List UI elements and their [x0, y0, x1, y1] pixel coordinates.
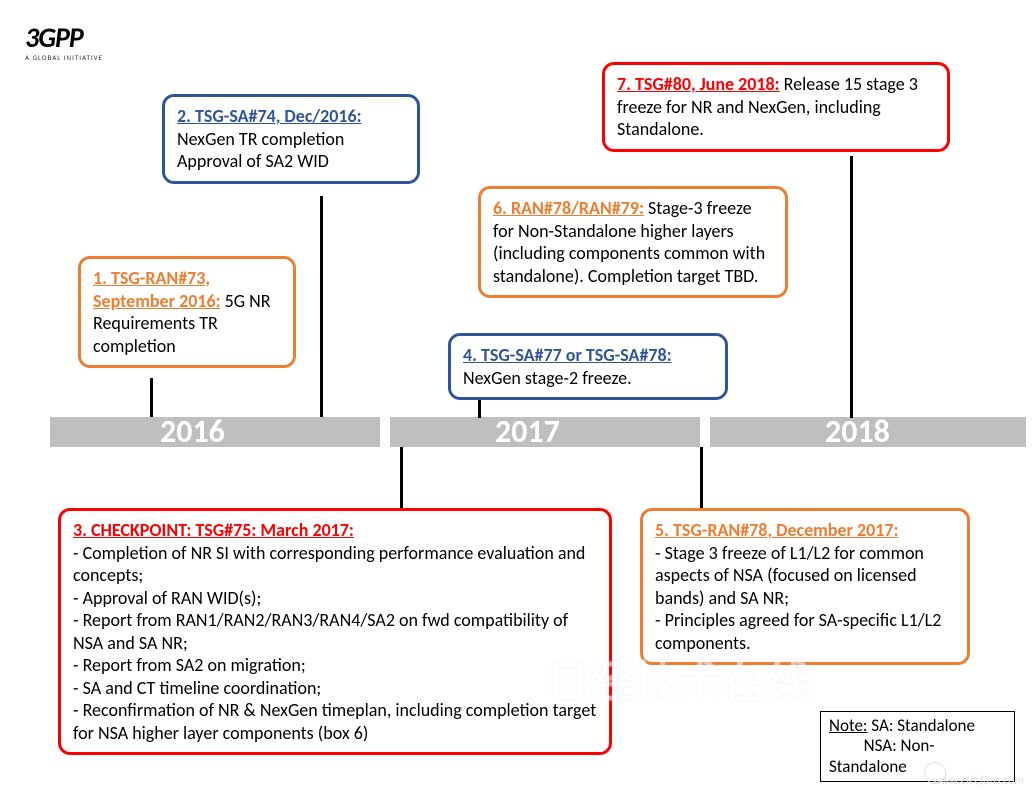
callout-body-line: - SA and CT timeline coordination; — [73, 677, 321, 699]
callout-body-line: - Completion of NR SI with corresponding… — [73, 542, 585, 587]
callout-b6: 6. RAN#78/RAN#79: Stage-3 freeze for Non… — [478, 186, 788, 298]
callout-body: NexGen stage-2 freeze. — [463, 367, 632, 389]
callout-title: 5. TSG-RAN#78, December 2017: — [655, 519, 898, 541]
callout-body-line: - Approval of RAN WID(s); — [73, 587, 261, 609]
connector — [850, 156, 853, 418]
year-label: 2017 — [495, 417, 560, 447]
note-line1: SA: Standalone — [867, 715, 974, 736]
connector — [478, 400, 481, 418]
note-box: Note: SA: Standalone NSA: Non-Standalone — [820, 711, 1015, 782]
logo-sub-text: A GLOBAL INITIATIVE — [25, 53, 115, 62]
year-label: 2016 — [160, 417, 225, 447]
callout-body-line: - Principles agreed for SA-specific L1/L… — [655, 609, 941, 654]
callout-title: 6. RAN#78/RAN#79: — [493, 197, 644, 219]
connector — [320, 196, 323, 417]
callout-body-line: - Stage 3 freeze of L1/L2 for common asp… — [655, 542, 924, 609]
callout-title: 3. CHECKPOINT: TSG#75: March 2017: — [73, 519, 354, 541]
callout-body: NexGen TR completion Approval of SA2 WID — [177, 128, 344, 173]
callout-body-line: - Reconfirmation of NR & NexGen timeplan… — [73, 699, 596, 744]
logo: 3GPP A GLOBAL INITIATIVE — [25, 20, 115, 62]
connector — [700, 447, 703, 509]
corner-url: www.elecfans.com — [932, 774, 1024, 788]
connector — [400, 447, 403, 509]
callout-title: 4. TSG-SA#77 or TSG-SA#78: — [463, 344, 672, 366]
callout-title: 2. TSG-SA#74, Dec/2016: — [177, 105, 362, 127]
connector — [150, 378, 153, 417]
callout-b7: 7. TSG#80, June 2018: Release 15 stage 3… — [602, 62, 950, 152]
callout-title: 1. TSG-RAN#73, September 2016: — [93, 267, 221, 312]
callout-b4: 4. TSG-SA#77 or TSG-SA#78: NexGen stage-… — [448, 333, 728, 400]
callout-b1: 1. TSG-RAN#73, September 2016: 5G NR Req… — [78, 256, 296, 368]
note-label: Note: — [829, 715, 867, 736]
callout-title: 7. TSG#80, June 2018: — [617, 73, 780, 95]
callout-b2: 2. TSG-SA#74, Dec/2016: NexGen TR comple… — [162, 94, 420, 184]
callout-body-line: - Report from RAN1/RAN2/RAN3/RAN4/SA2 on… — [73, 609, 568, 654]
callout-body-line: - Report from SA2 on migration; — [73, 654, 306, 676]
logo-main-text: 3GPP — [25, 20, 115, 55]
year-label: 2018 — [825, 417, 890, 447]
callout-b5: 5. TSG-RAN#78, December 2017:- Stage 3 f… — [640, 508, 970, 665]
note-line2: NSA: Non-Standalone — [829, 735, 935, 776]
callout-b3: 3. CHECKPOINT: TSG#75: March 2017:- Comp… — [58, 508, 612, 755]
